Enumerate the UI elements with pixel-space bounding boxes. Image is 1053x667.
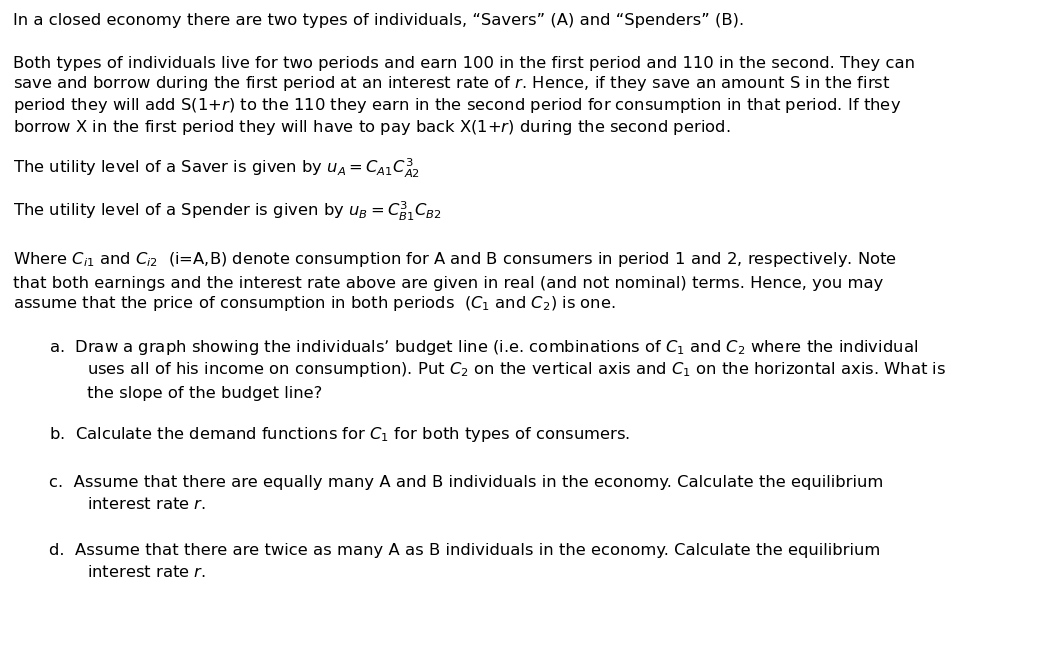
Text: Where $C_{i1}$ and $C_{i2}$  (i=A,B) denote consumption for A and B consumers in: Where $C_{i1}$ and $C_{i2}$ (i=A,B) deno… <box>13 250 897 269</box>
Text: a.  Draw a graph showing the individuals’ budget line (i.e. combinations of $C_1: a. Draw a graph showing the individuals’… <box>49 338 918 357</box>
Text: interest rate $r$.: interest rate $r$. <box>87 564 206 580</box>
Text: uses all of his income on consumption). Put $C_2$ on the vertical axis and $C_1$: uses all of his income on consumption). … <box>87 360 947 379</box>
Text: d.  Assume that there are twice as many A as B individuals in the economy. Calcu: d. Assume that there are twice as many A… <box>49 544 881 558</box>
Text: save and borrow during the first period at an interest rate of $r$. Hence, if th: save and borrow during the first period … <box>13 75 890 93</box>
Text: In a closed economy there are two types of individuals, “Savers” (A) and “Spende: In a closed economy there are two types … <box>13 13 743 28</box>
Text: The utility level of a Saver is given by $u_A = C_{A1}C^3_{A2}$: The utility level of a Saver is given by… <box>13 157 420 180</box>
Text: that both earnings and the interest rate above are given in real (and not nomina: that both earnings and the interest rate… <box>13 276 883 291</box>
Text: c.  Assume that there are equally many A and B individuals in the economy. Calcu: c. Assume that there are equally many A … <box>49 476 883 490</box>
Text: Both types of individuals live for two periods and earn 100 in the first period : Both types of individuals live for two p… <box>13 57 915 71</box>
Text: The utility level of a Spender is given by $u_B = C^3_{B1}C_{B2}$: The utility level of a Spender is given … <box>13 200 441 223</box>
Text: b.  Calculate the demand functions for $C_1$ for both types of consumers.: b. Calculate the demand functions for $C… <box>49 425 631 444</box>
Text: assume that the price of consumption in both periods  ($C_1$ and $C_{2}$) is one: assume that the price of consumption in … <box>13 294 615 313</box>
Text: period they will add S(1+$r$) to the 110 they earn in the second period for cons: period they will add S(1+$r$) to the 110… <box>13 97 900 115</box>
Text: borrow X in the first period they will have to pay back X(1+$r$) during the seco: borrow X in the first period they will h… <box>13 119 730 137</box>
Text: interest rate $r$.: interest rate $r$. <box>87 496 206 512</box>
Text: the slope of the budget line?: the slope of the budget line? <box>87 386 322 401</box>
